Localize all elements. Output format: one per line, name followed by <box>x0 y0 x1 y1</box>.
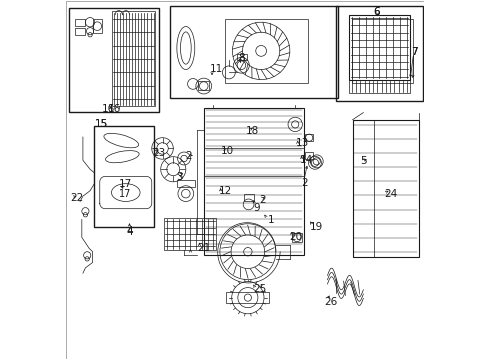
Text: 23: 23 <box>152 148 165 158</box>
Text: 16: 16 <box>108 104 121 114</box>
Text: 15: 15 <box>95 120 108 129</box>
Text: 24: 24 <box>384 189 397 199</box>
Text: 21: 21 <box>197 243 211 253</box>
Text: 25: 25 <box>253 284 266 294</box>
Text: 8: 8 <box>239 53 245 63</box>
Text: 4: 4 <box>126 226 133 236</box>
Text: 14: 14 <box>299 154 313 165</box>
Text: 10: 10 <box>220 145 234 156</box>
Text: 3: 3 <box>176 172 182 182</box>
Text: 17: 17 <box>119 189 131 199</box>
Text: 6: 6 <box>373 7 380 17</box>
Text: 20: 20 <box>289 232 302 242</box>
Text: 15: 15 <box>95 120 108 129</box>
Text: 12: 12 <box>219 186 232 197</box>
Text: 7: 7 <box>411 46 417 57</box>
Text: 2: 2 <box>259 195 266 206</box>
Text: 2: 2 <box>185 150 192 161</box>
Text: 17: 17 <box>119 179 132 189</box>
Text: 9: 9 <box>253 203 260 213</box>
Text: 22: 22 <box>70 193 83 203</box>
Text: 19: 19 <box>310 222 323 232</box>
Text: 11: 11 <box>210 64 223 74</box>
Text: 18: 18 <box>245 126 259 135</box>
Text: 26: 26 <box>324 297 338 307</box>
Text: 2: 2 <box>301 178 308 188</box>
Text: 13: 13 <box>296 139 309 148</box>
Text: 6: 6 <box>373 7 380 17</box>
Text: 16: 16 <box>102 104 116 114</box>
Text: 1: 1 <box>269 215 275 225</box>
Text: 7: 7 <box>411 46 417 57</box>
Text: 4: 4 <box>126 227 133 237</box>
Text: 5: 5 <box>361 156 367 166</box>
